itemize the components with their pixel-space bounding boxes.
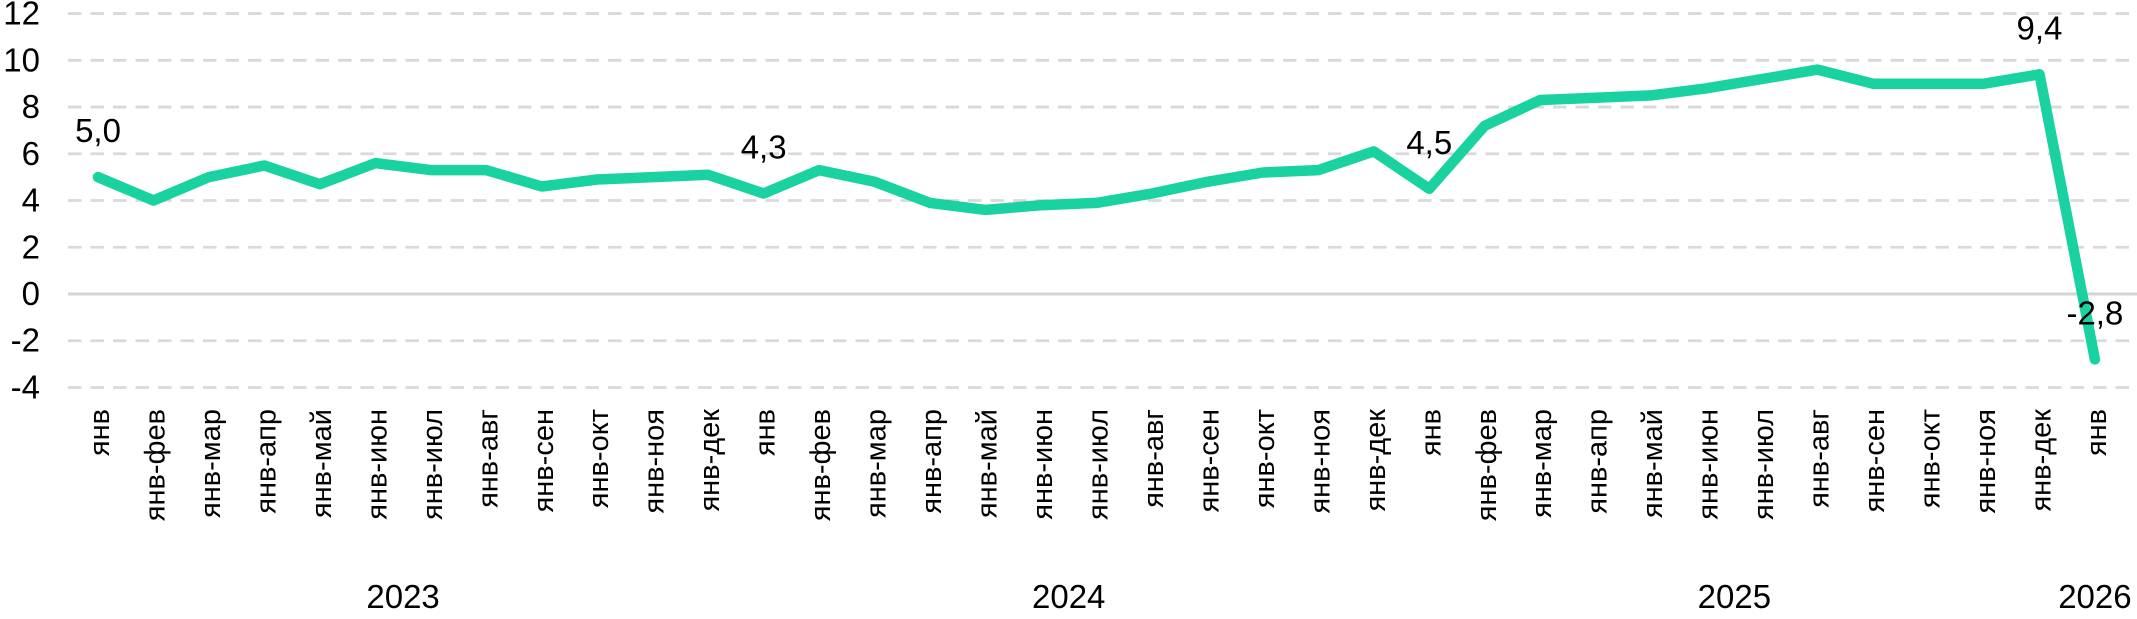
year-label-2023: 2023 <box>366 578 439 615</box>
x-tick-label-28: янв-май <box>1637 409 1669 518</box>
point-label-35: 9,4 <box>2017 9 2063 46</box>
x-tick-label-33: янв-окт <box>1915 409 1947 508</box>
y-tick-label-10: 10 <box>3 41 40 78</box>
x-tick-label-26: янв-мар <box>1526 409 1558 518</box>
x-tick-label-23: янв-дек <box>1360 409 1392 512</box>
x-tick-label-34: янв-ноя <box>1970 409 2002 514</box>
x-tick-label-6: янв-июл <box>417 409 449 520</box>
x-tick-label-9: янв-окт <box>583 409 615 508</box>
y-tick-label-2: 2 <box>22 228 40 265</box>
x-tick-label-4: янв-май <box>306 409 338 518</box>
x-tick-label-27: янв-апр <box>1582 409 1614 514</box>
y-tick-label-6: 6 <box>22 135 40 172</box>
x-tick-label-11: янв-дек <box>694 409 726 512</box>
x-tick-label-15: янв-апр <box>916 409 948 514</box>
x-tick-label-18: янв-июл <box>1082 409 1114 520</box>
x-tick-label-13: янв-фев <box>805 409 837 521</box>
x-tick-label-0: янв <box>84 409 116 456</box>
x-tick-label-1: янв-фев <box>139 409 171 521</box>
y-tick-label-0: 0 <box>22 275 40 312</box>
data-series-line <box>92 64 2101 365</box>
x-tick-label-22: янв-ноя <box>1304 409 1336 514</box>
point-label-24: 4,5 <box>1406 124 1452 161</box>
y-tick-label--4: -4 <box>11 368 40 405</box>
x-tick-label-2: янв-мар <box>195 409 227 518</box>
point-label-12: 4,3 <box>741 129 787 166</box>
x-tick-label-35: янв-дек <box>2025 409 2057 512</box>
x-tick-label-3: янв-апр <box>250 409 282 514</box>
x-tick-label-14: янв-мар <box>861 409 893 518</box>
x-tick-label-24: янв <box>1415 409 1447 456</box>
x-tick-label-32: янв-сен <box>1859 409 1891 512</box>
x-tick-label-29: янв-июн <box>1693 409 1725 520</box>
x-tick-label-10: янв-ноя <box>639 409 671 514</box>
x-tick-label-20: янв-сен <box>1193 409 1225 512</box>
x-tick-label-7: янв-авг <box>472 409 504 508</box>
x-tick-label-8: янв-сен <box>528 409 560 512</box>
y-tick-label-12: 12 <box>3 0 40 32</box>
x-tick-label-36: янв <box>2081 409 2113 456</box>
x-tick-label-25: янв-фев <box>1471 409 1503 521</box>
x-tick-label-19: янв-авг <box>1138 409 1170 508</box>
x-tick-label-16: янв-май <box>972 409 1004 518</box>
x-tick-label-30: янв-июл <box>1748 409 1780 520</box>
x-tick-label-5: янв-июн <box>361 409 393 520</box>
point-label-0: 5,0 <box>75 112 121 149</box>
y-tick-label-4: 4 <box>22 182 40 219</box>
year-label-2025: 2025 <box>1698 578 1771 615</box>
x-tick-label-17: янв-июн <box>1027 409 1059 520</box>
x-tick-label-12: янв <box>750 409 782 456</box>
x-tick-label-21: янв-окт <box>1249 409 1281 508</box>
y-tick-label-8: 8 <box>22 88 40 125</box>
year-label-2024: 2024 <box>1032 578 1105 615</box>
point-label-36: -2,8 <box>2066 294 2123 331</box>
y-tick-label--2: -2 <box>11 322 40 359</box>
x-tick-label-31: янв-авг <box>1804 409 1836 508</box>
year-label-2026: 2026 <box>2058 578 2131 615</box>
